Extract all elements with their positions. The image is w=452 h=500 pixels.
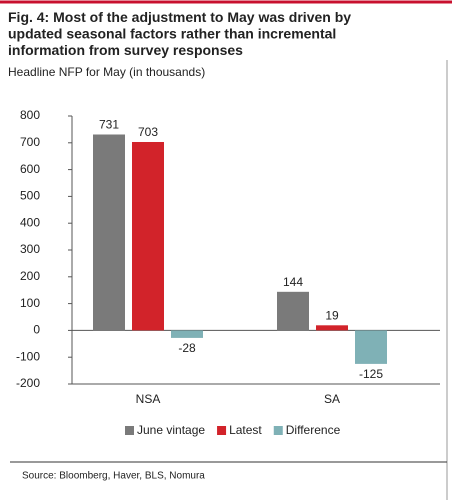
- data-label: 703: [138, 125, 158, 139]
- x-tick-label: NSA: [136, 392, 161, 406]
- y-tick-label: 0: [33, 323, 40, 337]
- bar: [355, 330, 387, 364]
- y-tick-label: 100: [20, 296, 40, 310]
- label-bg: [279, 275, 307, 290]
- chart-title: Fig. 4: Most of the adjustment to May wa…: [8, 9, 351, 58]
- y-tick-label: 600: [20, 162, 40, 176]
- y-tick-label: 700: [20, 135, 40, 149]
- label-bg: [95, 118, 123, 133]
- legend-label: Difference: [286, 423, 341, 437]
- data-label: 731: [99, 118, 119, 132]
- y-tick-label: 300: [20, 242, 40, 256]
- legend-label: June vintage: [137, 423, 205, 437]
- y-tick-label: -200: [16, 376, 40, 390]
- y-tick-label: 400: [20, 215, 40, 229]
- label-bg: [318, 309, 346, 324]
- bar: [277, 291, 309, 331]
- legend-swatch: [217, 426, 227, 435]
- data-label: 19: [325, 308, 339, 322]
- x-tick-label: SA: [324, 392, 340, 406]
- chart-subtitle: Headline NFP for May (in thousands): [8, 65, 205, 79]
- y-tick-label: 800: [20, 108, 40, 122]
- bar: [316, 325, 348, 331]
- data-label: 144: [283, 275, 303, 289]
- title-text: Fig. 4: Most of the adjustment to May wa…: [8, 9, 351, 58]
- bar: [171, 330, 203, 338]
- y-tick-label: 500: [20, 189, 40, 203]
- data-label: -125: [359, 367, 383, 381]
- y-tick-label: 200: [20, 269, 40, 283]
- legend-swatch: [125, 426, 134, 435]
- legend-swatch: [273, 426, 283, 435]
- bar: [93, 134, 125, 331]
- y-tick-label: -100: [16, 349, 40, 363]
- legend-label: Latest: [229, 423, 262, 437]
- bar: [132, 141, 164, 331]
- source: Source: Bloomberg, Haver, BLS, Nomura: [22, 471, 205, 482]
- data-label: -28: [178, 341, 196, 355]
- label-bg: [134, 125, 162, 140]
